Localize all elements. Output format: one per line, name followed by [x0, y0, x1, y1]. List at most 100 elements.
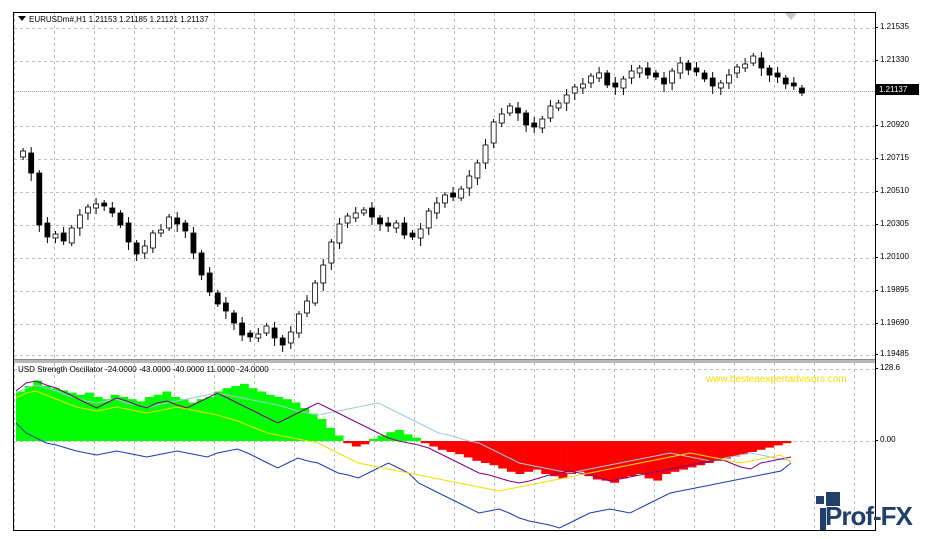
candle-body — [304, 300, 310, 314]
histogram-bar — [463, 441, 473, 458]
candle-body — [653, 72, 659, 78]
price-chart-pane[interactable]: EURUSDm#,H1 1.21153 1.21185 1.21121 1.21… — [14, 13, 875, 359]
histogram-bar — [326, 427, 335, 441]
histogram-bar — [76, 394, 86, 441]
candle-body — [320, 264, 327, 284]
candle-body — [628, 70, 635, 79]
candle-body — [677, 62, 684, 74]
histogram-bar — [300, 408, 310, 441]
candle-body — [36, 172, 43, 226]
candle-body — [117, 212, 124, 226]
candle-body — [588, 75, 594, 84]
histogram-bar — [136, 401, 146, 441]
price-chart — [14, 13, 875, 359]
candle-body — [287, 331, 294, 344]
histogram-bar — [24, 386, 34, 441]
candle-body — [636, 67, 643, 74]
candle-body — [206, 272, 213, 293]
candle-body — [596, 72, 603, 79]
candle-body — [425, 210, 432, 229]
histogram-bar — [722, 441, 732, 459]
chart-shift-marker-icon[interactable] — [785, 13, 797, 20]
histogram-bar — [704, 441, 714, 463]
histogram-bar — [127, 399, 137, 441]
series-line-yellow — [15, 390, 792, 492]
histogram-bar — [429, 441, 439, 447]
candle-body — [44, 222, 51, 238]
histogram-bar — [239, 383, 249, 441]
histogram-bar — [119, 397, 129, 441]
candle-body — [717, 82, 724, 89]
histogram-bar — [360, 441, 370, 445]
histogram-bar — [506, 441, 516, 472]
candle-body — [125, 222, 132, 243]
symbol-info: EURUSDm#,H1 1.21153 1.21185 1.21121 1.21… — [29, 15, 209, 24]
candle-body — [296, 313, 302, 334]
histogram-bar — [248, 388, 258, 441]
candle-body — [498, 113, 505, 124]
price-tick-label: 1.19690 — [875, 318, 909, 328]
histogram-bar — [41, 386, 51, 441]
histogram-bar — [257, 391, 267, 441]
histogram-bar — [696, 441, 706, 466]
histogram-bar — [739, 441, 749, 455]
histogram-bar — [102, 399, 112, 441]
candle-body — [604, 72, 611, 86]
candle-body — [231, 312, 237, 324]
indicator-tick-label: 0.00 — [875, 435, 896, 445]
candle-body — [93, 203, 99, 209]
indicator-axis: 128.6 0.00 — [875, 362, 935, 529]
indicator-pane[interactable]: USD Strength Oscillator -24.0000 -43.000… — [14, 363, 875, 530]
candle-body — [531, 122, 538, 128]
candle-body — [726, 74, 732, 84]
chart-title: EURUSDm#,H1 1.21153 1.21185 1.21121 1.21… — [18, 15, 209, 24]
candle-body — [255, 333, 262, 339]
watermark-text: www.besteaexpertadvisors.com — [706, 374, 847, 385]
candle-body — [369, 207, 375, 218]
histogram-bar — [214, 391, 223, 441]
histogram-bar — [636, 441, 645, 474]
candle-body — [409, 232, 416, 238]
histogram-bar — [773, 441, 783, 446]
candle-body — [222, 302, 229, 312]
histogram-bar — [265, 394, 275, 441]
candle-body — [490, 121, 497, 144]
candle-body — [344, 215, 351, 224]
candle-body — [101, 202, 108, 207]
candle-body — [68, 227, 75, 244]
histogram-bar — [59, 390, 68, 441]
histogram-bar — [747, 441, 757, 452]
candle-body — [158, 229, 164, 234]
logo-text: Prof-FX — [825, 501, 913, 531]
candle-body — [141, 245, 148, 254]
candle-body — [523, 112, 529, 126]
candle-body — [563, 94, 570, 104]
histogram-bar — [687, 441, 697, 468]
histogram-bar — [317, 419, 327, 441]
histogram-bar — [403, 434, 413, 441]
histogram-bar — [713, 441, 723, 461]
histogram-bar — [343, 441, 353, 444]
histogram-bar — [386, 432, 396, 441]
histogram-bar — [627, 441, 637, 477]
histogram-bar — [446, 441, 456, 452]
histogram-bar — [575, 441, 585, 472]
price-tick-label: 1.19895 — [875, 285, 909, 295]
candle-body — [709, 77, 716, 87]
histogram-bar — [188, 402, 198, 441]
histogram-bar — [481, 441, 490, 463]
histogram-bar — [455, 441, 465, 455]
histogram-bar — [592, 441, 602, 480]
candle-body — [612, 82, 619, 88]
candle-body — [474, 162, 481, 179]
histogram-bar — [369, 438, 378, 441]
candle-body — [571, 86, 578, 94]
histogram-bar — [377, 435, 387, 441]
candle-body — [312, 282, 319, 304]
candle-body — [685, 62, 692, 71]
price-tick-label: 1.21535 — [875, 22, 909, 32]
dropdown-triangle-icon[interactable] — [18, 16, 26, 21]
candle-body — [28, 152, 35, 174]
pane-separator[interactable] — [14, 359, 875, 363]
candle-body — [458, 188, 465, 199]
